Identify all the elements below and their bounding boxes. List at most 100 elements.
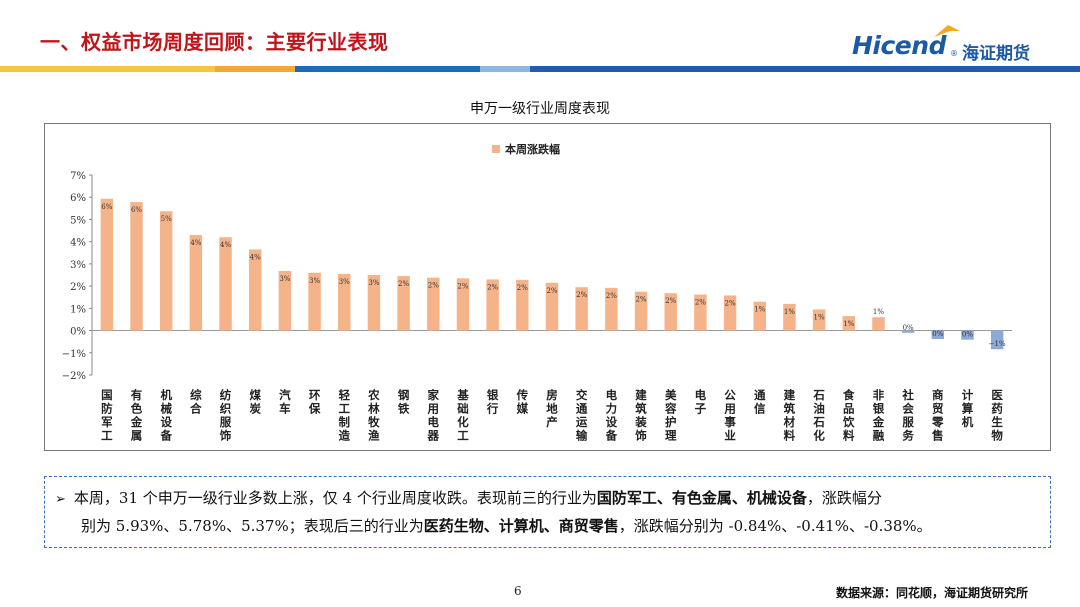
category-label: 计算机	[961, 388, 974, 429]
header-stripe	[0, 66, 1080, 72]
bar	[545, 282, 559, 331]
bar	[664, 293, 677, 331]
category-label: 通信	[754, 388, 766, 416]
data-label: 2%	[635, 296, 646, 304]
y-tick-label: 6%	[70, 193, 86, 204]
logo-reg-mark: ®	[950, 49, 958, 58]
bar	[456, 278, 470, 331]
category-label: 钢铁	[398, 388, 410, 416]
data-label: −1%	[989, 340, 1006, 348]
data-label: 2%	[695, 299, 706, 307]
bar	[159, 211, 173, 331]
summary-line1-top: 国防军工、有色金属、机械设备	[596, 489, 807, 507]
data-label: 1%	[754, 306, 765, 314]
category-label: 食品饮料	[842, 388, 855, 443]
bar	[278, 271, 292, 331]
summary-box: ➢ 本周，31 个申万一级行业多数上涨，仅 4 个行业周度收跌。表现前三的行业为国…	[44, 476, 1051, 548]
data-label: 3%	[279, 275, 290, 283]
bar	[812, 309, 826, 331]
data-label: 0%	[962, 331, 973, 339]
data-label: 4%	[190, 239, 201, 247]
bar	[130, 202, 143, 331]
data-label: 4%	[250, 253, 261, 261]
summary-text: ➢ 本周，31 个申万一级行业多数上涨，仅 4 个行业周度收跌。表现前三的行业为国…	[55, 485, 1040, 540]
category-label: 房地产	[546, 388, 558, 429]
category-label: 综合	[190, 388, 202, 416]
bar	[248, 249, 262, 331]
data-label: 2%	[457, 282, 468, 290]
bar	[397, 276, 410, 331]
data-label: 2%	[606, 292, 617, 300]
bar	[575, 287, 588, 331]
data-label: 2%	[665, 297, 676, 305]
bar	[931, 330, 945, 339]
bar	[100, 198, 114, 331]
summary-line2-a: 别为 5.93%、5.78%、5.37%；表现后三的行业为	[81, 517, 424, 535]
data-label: 2%	[428, 282, 439, 290]
data-label: 5%	[161, 215, 172, 223]
y-tick-label: 3%	[70, 260, 86, 271]
category-label: 轻工制造	[339, 388, 351, 443]
company-logo: Hicend ® 海证期货	[852, 25, 1052, 65]
bar	[367, 275, 381, 331]
data-label: 2%	[546, 287, 557, 295]
summary-line2-bottom: 医药生物、计算机、商贸零售	[423, 517, 619, 535]
bar	[605, 287, 618, 331]
data-label: 2%	[398, 280, 409, 288]
data-label: 4%	[220, 241, 231, 249]
bar	[961, 330, 974, 340]
legend-label: 本周涨跌幅	[505, 142, 560, 156]
category-label: 家用电器	[427, 388, 440, 443]
bar	[219, 237, 232, 331]
category-label: 环保	[308, 388, 321, 416]
category-label: 建筑装饰	[634, 388, 647, 443]
data-label: 3%	[339, 278, 350, 286]
data-label: 3%	[309, 277, 320, 285]
arrow-bullet-icon: ➢	[55, 492, 66, 507]
data-label: 6%	[101, 203, 112, 211]
legend-swatch	[492, 145, 500, 153]
y-tick-label: 5%	[70, 215, 86, 226]
bar	[189, 235, 203, 331]
data-label: 3%	[368, 279, 379, 287]
bar	[308, 272, 321, 331]
bar-chart: 本周涨跌幅 7% 6% 5% 4% 3% 2% 1% 0% −1% −2% 6% 国防军工 6% 有色金属 5…	[62, 142, 1012, 443]
bar	[427, 277, 440, 331]
y-tick-label: −1%	[62, 349, 86, 360]
bar	[842, 316, 856, 331]
y-tick-label: −2%	[62, 371, 86, 382]
bar	[990, 330, 1004, 350]
category-label: 医药生物	[991, 388, 1003, 443]
category-label: 美容护理	[664, 388, 677, 443]
category-label: 电力设备	[605, 388, 618, 443]
category-label: 传媒	[516, 388, 529, 416]
page-number: 6	[514, 584, 522, 598]
slide-title: 一、权益市场周度回顾：主要行业表现	[40, 30, 389, 54]
category-label: 社会服务	[901, 388, 914, 443]
bar	[783, 303, 796, 331]
category-label: 汽车	[279, 388, 291, 416]
bar	[872, 317, 885, 331]
chart-frame	[44, 123, 1051, 451]
chart-title: 申万一级行业周度表现	[470, 101, 610, 117]
bar	[694, 294, 707, 331]
logo-chinese: 海证期货	[962, 44, 1030, 64]
category-label: 石油石化	[812, 388, 825, 443]
bar	[634, 291, 648, 331]
data-label: 6%	[131, 206, 142, 214]
y-tick-label: 0%	[70, 327, 86, 338]
bar	[901, 330, 915, 333]
data-label: 2%	[576, 291, 587, 299]
y-tick-label: 7%	[70, 171, 86, 182]
category-label: 有色金属	[130, 388, 143, 443]
category-label: 电子	[695, 388, 707, 416]
category-label: 机械设备	[159, 388, 172, 443]
category-label: 基础化工	[456, 388, 469, 443]
category-label: 农林牧渔	[367, 388, 380, 443]
category-label: 纺织服饰	[220, 388, 232, 443]
bar	[723, 295, 737, 331]
data-label: 1%	[843, 320, 854, 328]
y-tick-label: 4%	[70, 238, 86, 249]
data-label: 1%	[873, 308, 884, 316]
logo-swoosh-icon	[934, 25, 960, 37]
